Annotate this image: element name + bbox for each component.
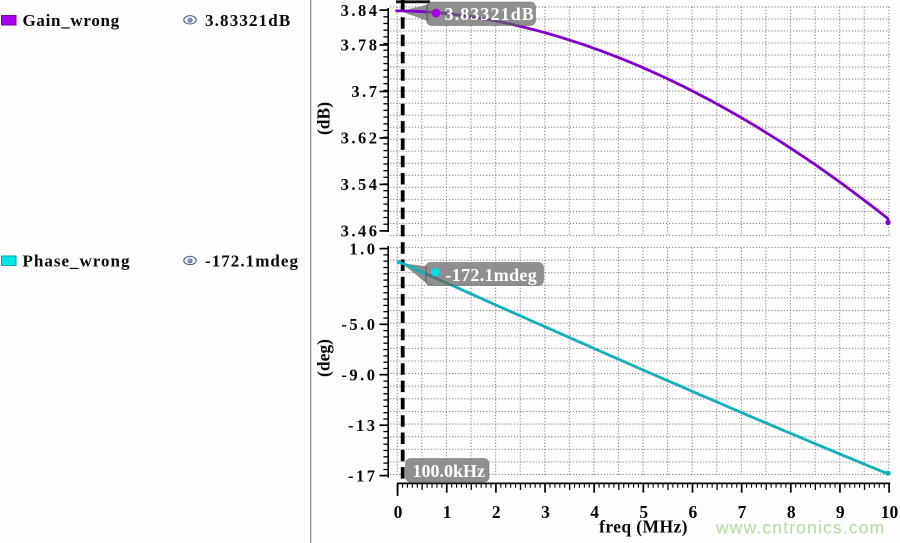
svg-text:3: 3 [541,502,550,522]
svg-text:7: 7 [738,502,747,522]
svg-text:3.78: 3.78 [341,36,380,55]
svg-text:100.0kHz: 100.0kHz [413,461,486,481]
svg-text:3.46: 3.46 [341,222,380,241]
svg-text:-13: -13 [348,416,378,435]
svg-text:www.cntronics.com: www.cntronics.com [715,518,885,538]
svg-text:4: 4 [590,502,599,522]
svg-text:10: 10 [881,502,899,522]
svg-text:Gain_wrong: Gain_wrong [23,11,120,30]
svg-text:3.7: 3.7 [351,82,379,101]
svg-text:9: 9 [836,502,845,522]
svg-text:3.84: 3.84 [341,1,380,20]
svg-text:-9.0: -9.0 [341,365,377,384]
svg-text:-172.1mdeg: -172.1mdeg [205,252,299,271]
svg-text:-17: -17 [348,466,378,485]
svg-text:0: 0 [394,502,403,522]
svg-text:3.83321dB: 3.83321dB [445,4,535,24]
svg-text:8: 8 [787,502,796,522]
svg-text:freq (MHz): freq (MHz) [599,517,688,537]
svg-text:3.83321dB: 3.83321dB [205,11,291,30]
svg-text:-5.0: -5.0 [341,315,377,334]
svg-text:6: 6 [689,502,698,522]
svg-text:Phase_wrong: Phase_wrong [23,252,131,271]
svg-text:5: 5 [639,502,648,522]
svg-text:1: 1 [443,502,452,522]
svg-text:(deg): (deg) [314,339,334,377]
svg-text:3.62: 3.62 [341,129,380,148]
svg-text:-172.1mdeg: -172.1mdeg [446,265,538,285]
svg-text:(dB): (dB) [314,102,334,135]
svg-text:2: 2 [492,502,501,522]
svg-text:3.54: 3.54 [341,175,380,194]
svg-text:1.0: 1.0 [349,239,377,258]
